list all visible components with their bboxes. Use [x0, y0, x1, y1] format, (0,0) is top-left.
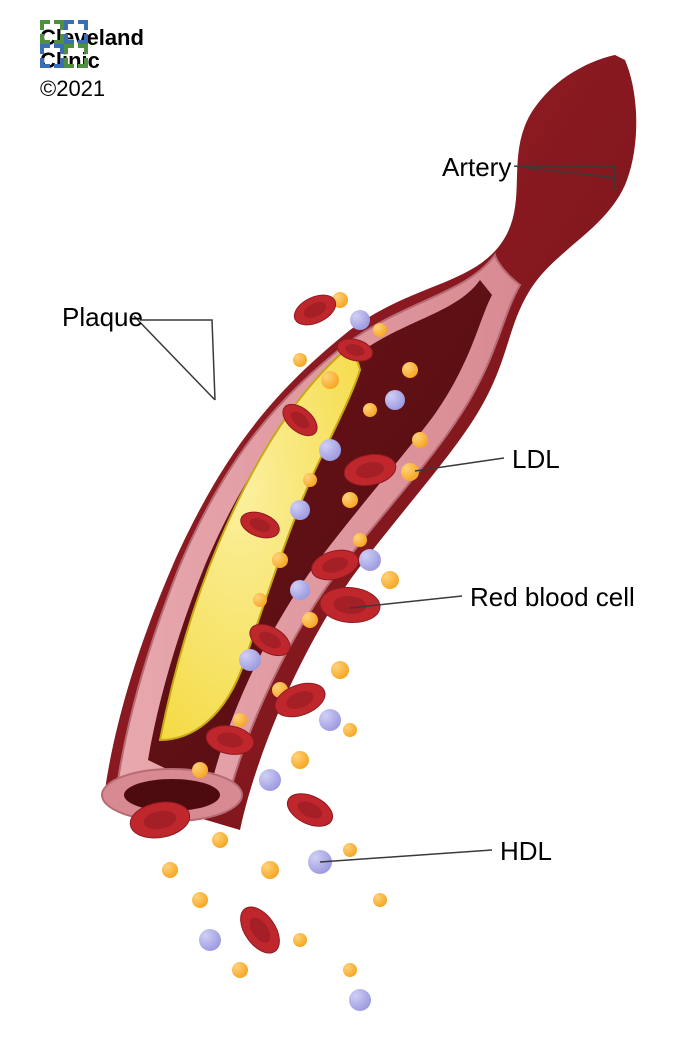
- artery-illustration: [0, 0, 680, 1051]
- ldl-particle: [261, 861, 279, 879]
- ldl-particle: [331, 661, 349, 679]
- hdl-particle: [319, 709, 341, 731]
- ldl-particle: [162, 862, 178, 878]
- ldl-particle: [401, 463, 419, 481]
- label-artery: Artery: [442, 152, 511, 183]
- ldl-particle: [321, 371, 339, 389]
- ldl-particle: [291, 751, 309, 769]
- label-ldl: LDL: [512, 444, 560, 475]
- ldl-particle: [302, 612, 318, 628]
- ldl-particle: [343, 843, 357, 857]
- label-hdl: HDL: [500, 836, 552, 867]
- ldl-particle: [343, 963, 357, 977]
- red-blood-cell: [282, 787, 337, 833]
- hdl-particle: [259, 769, 281, 791]
- red-blood-cell: [233, 900, 288, 960]
- ldl-particle: [232, 962, 248, 978]
- label-plaque: Plaque: [62, 302, 143, 333]
- hdl-particle: [239, 649, 261, 671]
- ldl-particle: [373, 323, 387, 337]
- ldl-particle: [253, 593, 267, 607]
- hdl-particle: [290, 580, 310, 600]
- ldl-particle: [272, 552, 288, 568]
- ldl-particle: [212, 832, 228, 848]
- ldl-particle: [192, 892, 208, 908]
- ldl-particle: [373, 893, 387, 907]
- ldl-particle: [192, 762, 208, 778]
- ldl-particle: [233, 713, 247, 727]
- hdl-particle: [359, 549, 381, 571]
- ldl-particle: [381, 571, 399, 589]
- ldl-particle: [353, 533, 367, 547]
- hdl-particle: [349, 989, 371, 1011]
- hdl-particle: [319, 439, 341, 461]
- hdl-particle: [290, 500, 310, 520]
- ldl-particle: [342, 492, 358, 508]
- hdl-particle: [350, 310, 370, 330]
- leader-plaque: [134, 316, 215, 400]
- red-blood-cell: [290, 289, 341, 331]
- ldl-particle: [293, 933, 307, 947]
- ldl-particle: [363, 403, 377, 417]
- ldl-particle: [412, 432, 428, 448]
- diagram-stage: { "source": { "name_line1": "Cleveland",…: [0, 0, 680, 1051]
- ldl-particle: [343, 723, 357, 737]
- hdl-particle: [385, 390, 405, 410]
- ldl-particle: [303, 473, 317, 487]
- hdl-particle: [199, 929, 221, 951]
- ldl-particle: [402, 362, 418, 378]
- label-rbc: Red blood cell: [470, 582, 635, 613]
- ldl-particle: [293, 353, 307, 367]
